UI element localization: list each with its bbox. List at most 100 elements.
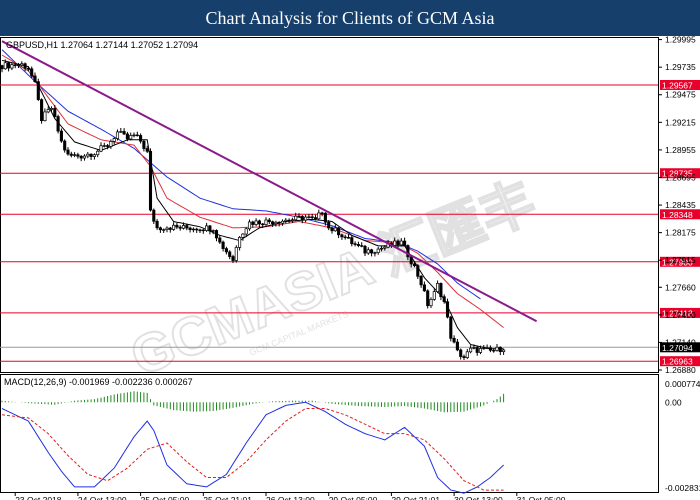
candle-body	[40, 99, 44, 122]
time-axis-label: 29 Oct 21:01	[391, 495, 440, 500]
candle-body	[148, 150, 153, 211]
candle-body	[412, 263, 417, 266]
candle-body	[416, 265, 420, 277]
candle-body	[254, 220, 258, 225]
price-panel-frame	[0, 37, 659, 373]
candle-body	[228, 251, 232, 257]
candle-body	[168, 227, 172, 230]
symbol-header: GBPUSD,H1 1.27064 1.27144 1.27052 1.2709…	[6, 40, 198, 50]
candle-body	[165, 227, 169, 230]
candle-body	[211, 230, 215, 232]
macd-axis-label: 0.000774	[665, 379, 700, 389]
candle-body	[10, 64, 14, 69]
candle-body	[247, 221, 252, 230]
candle-body	[257, 220, 261, 225]
level-label: 1.27418	[662, 308, 693, 318]
candle-body	[271, 221, 275, 225]
candle-body	[346, 237, 351, 239]
level-label: 1.29567	[662, 80, 693, 90]
current-price-label: 1.27094	[662, 343, 693, 353]
candle-body	[76, 154, 80, 157]
candle-body	[201, 229, 205, 232]
candle-body	[198, 229, 202, 232]
candle-body	[112, 138, 116, 142]
chart-area: GCMASIA 汇匯丰 GCM CAPITAL MARKETS 1.295671…	[0, 36, 700, 500]
price-axis-label: 1.26880	[665, 365, 696, 375]
price-axis-label: 1.29995	[665, 36, 696, 45]
level-tag	[660, 307, 700, 318]
candle-body	[231, 256, 235, 261]
candle-body	[66, 149, 70, 155]
candle-body	[360, 245, 364, 247]
candle-body	[145, 148, 149, 152]
candle-body	[49, 108, 54, 110]
candle-body	[106, 145, 110, 147]
candle-body	[234, 247, 238, 261]
candle-body	[455, 341, 459, 351]
candle-body	[459, 349, 463, 357]
candle-body	[43, 111, 47, 122]
candle-body	[475, 347, 479, 353]
price-axis-label: 1.27400	[665, 310, 696, 320]
time-axis-label: 23 Oct 2018	[15, 495, 62, 500]
candle-body	[56, 116, 60, 132]
candle-body	[208, 225, 212, 232]
candle-body	[406, 245, 410, 258]
candle-body	[426, 290, 430, 307]
level-tag	[660, 356, 700, 367]
candle-body	[442, 296, 446, 303]
candle-body	[59, 130, 63, 142]
candle-body	[119, 131, 123, 133]
candle-body	[3, 62, 7, 70]
price-axis-label: 1.29215	[665, 117, 696, 127]
candle-body	[7, 62, 11, 69]
candle-body	[366, 249, 370, 254]
candle-body	[125, 133, 129, 140]
level-label: 1.26963	[662, 357, 693, 367]
candle-body	[152, 209, 156, 222]
candle-body	[498, 346, 502, 353]
candle-body	[181, 225, 186, 229]
macd-signal-line	[1, 408, 504, 491]
level-tag	[660, 256, 700, 267]
time-axis-label: 31 Oct 05:00	[517, 495, 566, 500]
candle-body	[205, 225, 209, 231]
candle-body	[214, 230, 219, 239]
candle-body	[191, 228, 195, 231]
candle-body	[218, 237, 222, 243]
candle-body	[30, 68, 34, 77]
candle-body	[340, 234, 344, 238]
macd-header: MACD(12,26,9) -0.001969 -0.002236 0.0002…	[4, 377, 193, 387]
candle-body	[26, 67, 30, 70]
candle-body	[290, 219, 294, 221]
candle-body	[409, 256, 413, 265]
candle-body	[274, 221, 278, 225]
time-axis-label: 26 Oct 13:00	[266, 495, 315, 500]
candle-body	[429, 299, 433, 307]
candle-body	[188, 227, 192, 230]
candle-body	[16, 64, 21, 67]
price-axis-label: 1.27660	[665, 282, 696, 292]
candle-body	[23, 63, 27, 69]
candle-body	[46, 109, 50, 113]
candle-body	[155, 220, 159, 229]
candle-body	[300, 215, 304, 221]
level-label: 1.27900	[662, 257, 693, 267]
candle-body	[330, 227, 334, 232]
candle-body	[482, 347, 486, 350]
candle-body	[69, 153, 73, 156]
level-label: 1.28735	[662, 169, 693, 179]
candle-body	[403, 240, 407, 246]
candle-body	[304, 216, 308, 221]
candle-body	[33, 75, 37, 83]
macd-axis-label: 0.00	[665, 397, 682, 407]
candle-body	[172, 224, 176, 230]
candle-body	[96, 150, 100, 156]
candle-body	[495, 346, 499, 351]
candle-body	[320, 212, 324, 215]
candle-body	[224, 248, 228, 253]
candle-body	[221, 241, 225, 249]
candle-body	[419, 275, 423, 286]
candle-body	[122, 131, 126, 135]
candle-body	[432, 291, 436, 300]
